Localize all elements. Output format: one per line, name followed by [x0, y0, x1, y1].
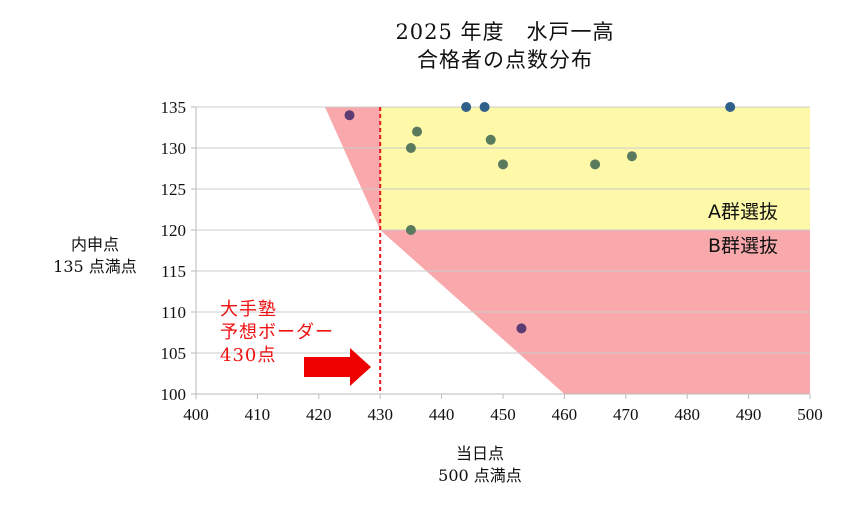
data-point	[405, 143, 416, 153]
x-tick-label: 420	[306, 405, 332, 424]
y-tick-label: 100	[161, 385, 187, 404]
x-tick-label: 460	[552, 405, 578, 424]
data-point	[725, 102, 736, 112]
border-annotation-line1: 大手塾	[220, 299, 277, 320]
score-regions	[324, 107, 810, 394]
chart-title-line2: 合格者の点数分布	[417, 48, 593, 72]
data-point	[590, 159, 601, 170]
data-points	[344, 102, 736, 334]
x-axis-label: 当日点 500 点満点	[400, 443, 560, 487]
data-point	[412, 126, 423, 137]
data-point	[516, 323, 527, 334]
x-tick-label: 470	[613, 405, 639, 424]
zone-labels: A群選抜 B群選抜	[708, 201, 778, 257]
x-tick-label: 430	[367, 405, 393, 424]
data-point	[498, 159, 508, 170]
x-tick-label: 440	[429, 405, 455, 424]
x-axis-label-line2: 500 点満点	[438, 466, 522, 485]
y-axis-label-line1: 内申点	[70, 235, 119, 254]
x-axis-label-line1: 当日点	[455, 444, 504, 463]
x-tick-label: 410	[245, 405, 271, 424]
data-point	[479, 102, 490, 112]
y-tick-label: 110	[161, 303, 186, 322]
zone-label-a: A群選抜	[708, 201, 778, 223]
axes: 100 105 110 115 120 125 130 135 400 410 420 430 440 4…	[161, 98, 823, 424]
y-tick-label: 105	[161, 344, 187, 363]
x-tick-label: 480	[674, 405, 700, 424]
x-tick-label: 490	[736, 405, 762, 424]
x-tick-label: 450	[490, 405, 516, 424]
data-point	[344, 110, 355, 121]
chart-title: 2025 年度 水戸一高 合格者の点数分布	[330, 18, 680, 74]
chart-title-line1: 2025 年度 水戸一高	[395, 20, 615, 44]
border-annotation-line3: 430点	[220, 345, 277, 366]
y-tick-label: 135	[161, 98, 187, 117]
border-annotation: 大手塾 予想ボーダー 430点	[220, 298, 334, 367]
data-point	[626, 151, 637, 162]
y-tick-label: 125	[161, 180, 187, 199]
x-tick-label: 400	[183, 405, 209, 424]
y-tick-label: 120	[161, 221, 187, 240]
y-tick-label: 130	[161, 139, 187, 158]
y-axis-label: 内申点 135 点満点	[20, 234, 170, 278]
y-axis-label-line2: 135 点満点	[53, 257, 137, 276]
region-b	[324, 107, 810, 394]
zone-label-b: B群選抜	[708, 235, 778, 257]
border-annotation-line2: 予想ボーダー	[220, 322, 334, 343]
y-tick-label: 115	[161, 262, 186, 281]
data-point	[461, 102, 472, 112]
arrow-icon	[304, 348, 371, 386]
data-point	[485, 134, 496, 145]
x-tick-label: 500	[797, 405, 823, 424]
data-point	[405, 225, 416, 235]
